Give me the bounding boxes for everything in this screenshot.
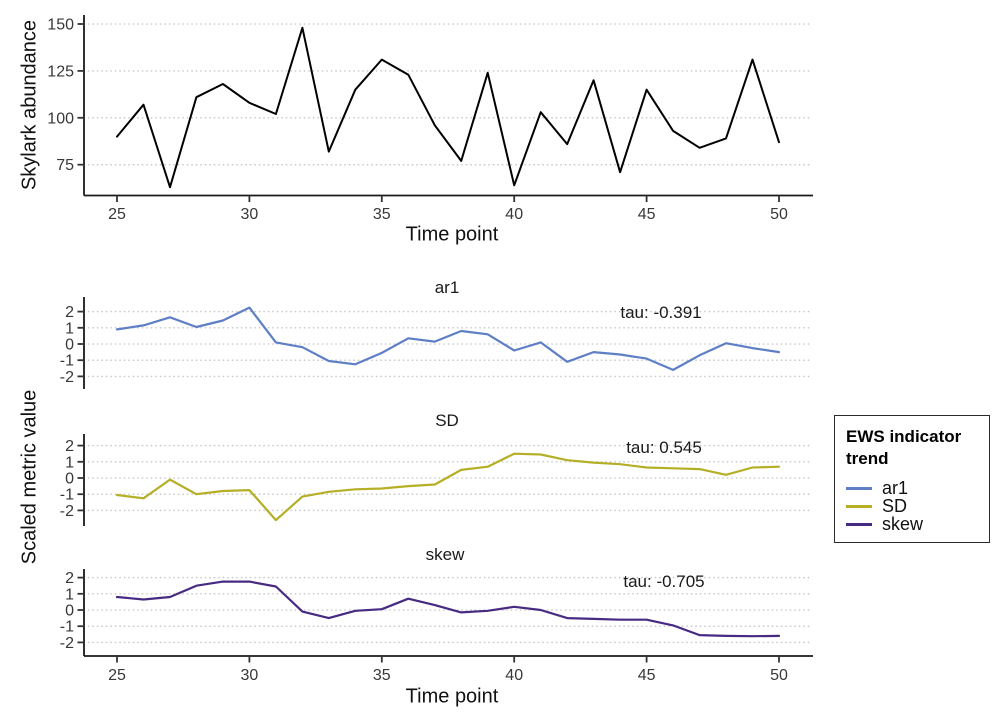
abundance-panel: 75 100 125 150 25 30 35 40 45 50 <box>47 15 814 223</box>
legend-item-sd: SD <box>846 497 981 515</box>
y-tick-label: 2 <box>65 304 74 321</box>
y-tick-label: 150 <box>47 17 74 34</box>
abundance-line <box>116 26 780 189</box>
legend-item-skew: skew <box>846 515 981 533</box>
facet-ar1-panel: 210-1-2 <box>60 297 814 389</box>
legend-items: ar1 SD skew <box>846 479 981 533</box>
y-tick-label: 75 <box>56 157 74 174</box>
x-tick-label: 35 <box>373 667 391 684</box>
facet-sd-line <box>115 452 781 522</box>
x-tick-label: 45 <box>638 206 656 223</box>
y-tick-label: -2 <box>60 635 74 652</box>
y-tick-label: 100 <box>47 110 74 127</box>
facet-sd-panel: 210-1-2 <box>60 434 814 526</box>
facets-x-axis-title: Time point <box>405 685 499 708</box>
y-tick-label: -1 <box>60 619 74 636</box>
x-tick-label: 30 <box>241 667 259 684</box>
facet-ar1-line <box>115 306 781 371</box>
y-tick-label: -1 <box>60 487 74 504</box>
abundance-x-axis-title: Time point <box>405 223 499 246</box>
legend: EWS indicator trend ar1 SD skew <box>834 415 990 543</box>
x-tick-label: 50 <box>770 206 788 223</box>
x-tick-label: 25 <box>108 667 126 684</box>
y-tick-label: 1 <box>65 586 74 603</box>
facet-title-sd: SD <box>435 411 459 430</box>
legend-label-skew: skew <box>882 514 924 534</box>
legend-item-ar1: ar1 <box>846 479 981 497</box>
facet-skew-panel: 210-1-2 25 30 35 40 45 50 <box>60 569 814 684</box>
y-tick-label: -1 <box>60 353 74 370</box>
facets-y-axis-title: Scaled metric value <box>18 389 41 565</box>
x-tick-label: 35 <box>373 206 391 223</box>
y-tick-label: -2 <box>60 369 74 386</box>
y-tick-label: 1 <box>65 454 74 471</box>
legend-key-line-sd <box>846 504 872 508</box>
facet-skew-line <box>115 580 781 638</box>
y-tick-label: 125 <box>47 63 74 80</box>
facet-title-ar1: ar1 <box>434 278 460 297</box>
y-tick-label: 1 <box>65 320 74 337</box>
x-tick-label: 30 <box>241 206 259 223</box>
y-tick-label: 2 <box>65 570 74 587</box>
facet-title-skew: skew <box>425 545 465 564</box>
tau-annotation-skew: tau: -0.705 <box>623 572 705 591</box>
y-tick-label: 2 <box>65 438 74 455</box>
y-tick-label: 0 <box>65 337 74 354</box>
legend-title: EWS indicator trend <box>846 427 962 468</box>
y-tick-label: 0 <box>65 471 74 488</box>
x-tick-label: 50 <box>770 667 788 684</box>
x-tick-label: 45 <box>638 667 656 684</box>
x-tick-label: 25 <box>108 206 126 223</box>
legend-label-ar1: ar1 <box>882 478 909 498</box>
y-tick-label: -2 <box>60 503 74 520</box>
legend-key-line-skew <box>846 522 872 526</box>
legend-key-line-ar1 <box>846 486 872 490</box>
tau-annotation-ar1: tau: -0.391 <box>620 303 702 322</box>
x-tick-label: 40 <box>505 206 523 223</box>
legend-label-sd: SD <box>882 496 908 516</box>
y-tick-label: 0 <box>65 603 74 620</box>
x-tick-label: 40 <box>505 667 523 684</box>
tau-annotation-sd: tau: 0.545 <box>626 438 702 457</box>
abundance-y-axis-title: Skylark abundance <box>18 19 41 191</box>
